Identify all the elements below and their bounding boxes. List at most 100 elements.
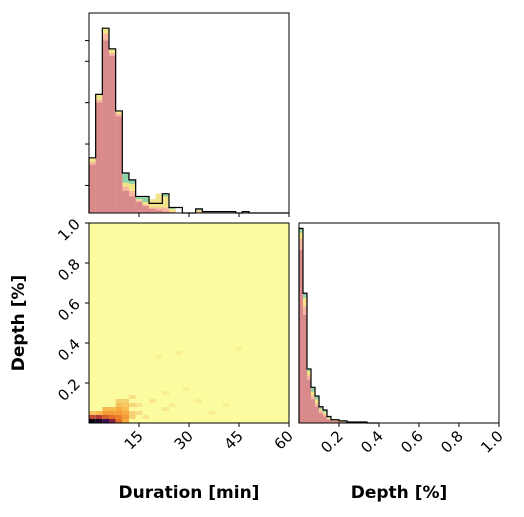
heatmap-cell xyxy=(122,411,129,415)
heatmap-cell xyxy=(155,355,163,359)
duration-bar xyxy=(149,208,156,213)
depth-bar xyxy=(315,406,319,423)
depth-bar xyxy=(335,420,339,423)
heatmap-cell xyxy=(162,391,169,395)
heatmap-cell xyxy=(129,411,136,415)
heatmap-cell xyxy=(182,387,189,391)
heatmap-cell xyxy=(89,411,96,415)
heatmap-cell xyxy=(209,411,216,415)
heatmap-ytick-label: 0.8 xyxy=(54,255,84,285)
duration-bar xyxy=(169,211,176,213)
duration-bar xyxy=(149,199,156,213)
x-axis-title-depth: Depth [%] xyxy=(351,483,448,503)
depth-bar xyxy=(343,421,347,423)
duration-bar xyxy=(169,208,176,213)
duration-bar xyxy=(89,164,96,213)
heatmap-ytick-label: 0.4 xyxy=(54,335,84,365)
heatmap-background xyxy=(89,223,289,423)
heatmap-cell xyxy=(129,403,136,407)
depth-bar xyxy=(331,420,335,423)
duration-bar xyxy=(109,55,116,213)
heatmap-cell xyxy=(89,415,96,419)
depth-bar xyxy=(307,379,311,423)
depth-bar xyxy=(303,314,307,423)
heatmap-cell xyxy=(122,403,129,407)
heatmap-cell xyxy=(115,415,123,419)
heatmap-cell xyxy=(169,403,176,407)
heatmap-cell xyxy=(149,399,156,403)
heatmap-cell xyxy=(122,415,129,419)
duration-bar xyxy=(162,196,169,213)
heatmap-cell xyxy=(135,403,143,407)
heatmap-cell xyxy=(115,419,123,423)
depth-hist-xtick-label: 1.0 xyxy=(477,427,507,457)
heatmap-cell xyxy=(142,415,149,419)
heatmap-cell xyxy=(222,403,229,407)
depth-hist-xtick-label: 0.6 xyxy=(397,427,427,457)
heatmap-ytick-label: 1.0 xyxy=(54,215,84,245)
duration-bar xyxy=(162,211,169,213)
heatmap-cell xyxy=(129,415,136,419)
heatmap-cell xyxy=(235,347,243,351)
depth-bar xyxy=(339,421,343,423)
x-axis-title-duration: Duration [min] xyxy=(119,483,260,503)
depth-histogram-panel xyxy=(298,227,379,424)
depth-vs-duration-heatmap xyxy=(89,223,289,423)
heatmap-ytick-label: 0.2 xyxy=(54,375,84,405)
heatmap-cell xyxy=(122,419,129,423)
heatmap-cell xyxy=(109,407,116,411)
heatmap-cell xyxy=(115,407,123,411)
heatmap-cell xyxy=(115,399,123,403)
heatmap-cell xyxy=(102,411,109,415)
duration-bar xyxy=(129,196,136,213)
heatmap-cell xyxy=(129,395,136,399)
duration-bar xyxy=(142,206,149,213)
heatmap-cell xyxy=(95,415,103,419)
duration-bar xyxy=(135,201,143,213)
heatmap-cell xyxy=(115,411,123,415)
heatmap-xtick-label: 30 xyxy=(171,427,197,453)
duration-bar xyxy=(102,40,109,213)
duration-histogram-panel xyxy=(88,27,289,214)
depth-hist-xtick-label: 0.8 xyxy=(437,427,467,457)
heatmap-cell xyxy=(102,419,109,423)
depth-step-outline xyxy=(298,227,379,424)
depth-bar xyxy=(299,250,303,423)
y-axis-title-depth: Depth [%] xyxy=(9,275,29,372)
duration-bar xyxy=(195,211,203,213)
heatmap-cell xyxy=(135,411,143,415)
duration-bar xyxy=(162,207,169,213)
depth-hist-xtick-label: 0.4 xyxy=(357,427,387,457)
duration-bar xyxy=(115,116,123,213)
heatmap-xtick-label: 60 xyxy=(271,427,297,453)
heatmap-cell xyxy=(109,415,116,419)
heatmap-cell xyxy=(102,415,109,419)
heatmap-cell xyxy=(162,407,169,411)
depth-bar xyxy=(323,416,327,423)
heatmap-ytick-label: 0.6 xyxy=(54,295,84,325)
depth-hist-xtick-label: 0.2 xyxy=(317,427,347,457)
duration-bar xyxy=(122,190,129,213)
depth-bar xyxy=(311,399,315,423)
duration-bar xyxy=(95,102,103,213)
duration-bar xyxy=(155,210,163,213)
heatmap-cell xyxy=(109,419,116,423)
depth-bar xyxy=(319,413,323,423)
heatmap-xtick-label: 15 xyxy=(121,427,147,453)
heatmap-cell xyxy=(95,411,103,415)
duration-step-outline xyxy=(88,27,289,214)
heatmap-cell xyxy=(102,407,109,411)
heatmap-cell xyxy=(122,407,129,411)
heatmap-xtick-label: 45 xyxy=(221,427,247,453)
heatmap-cell xyxy=(115,403,123,407)
heatmap-cell xyxy=(95,419,103,423)
heatmap-cell xyxy=(89,419,96,423)
depth-bar xyxy=(327,419,331,423)
heatmap-cell xyxy=(122,399,129,403)
heatmap-cell xyxy=(195,399,203,403)
heatmap-cell xyxy=(175,351,183,355)
heatmap-cell xyxy=(109,411,116,415)
depth-histogram-frame xyxy=(298,222,500,424)
